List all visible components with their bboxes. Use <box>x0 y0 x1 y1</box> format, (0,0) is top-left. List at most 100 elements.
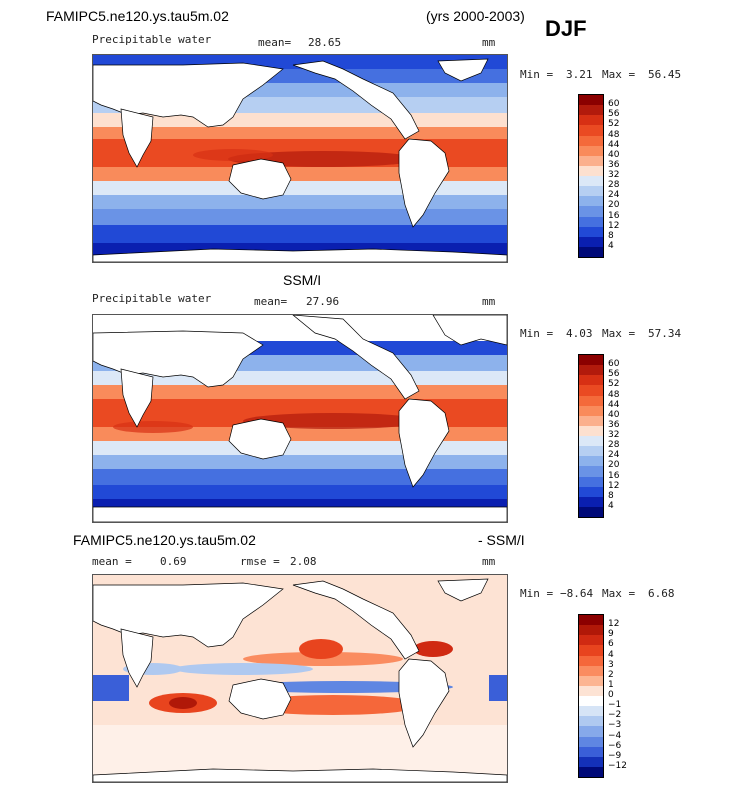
panel3-colorbar-tick: 2 <box>608 669 614 680</box>
panel2-colorbar-tick: 8 <box>608 490 614 501</box>
panel3-units: mm <box>482 555 496 568</box>
panel3-colorbar-swatch <box>579 675 603 686</box>
panel1-colorbar-tick: 24 <box>608 190 620 201</box>
diff-obs-title: - SSM/I <box>478 532 525 548</box>
panel3-colorbar-tick: −6 <box>608 740 622 751</box>
panel2-colorbar-tick: 60 <box>608 359 620 370</box>
panel2-colorbar-tick: 4 <box>608 500 614 511</box>
panel1-colorbar-tick: 48 <box>608 129 620 140</box>
panel3-colorbar-tick: −12 <box>608 760 627 771</box>
panel3-colorbar-swatch <box>579 696 603 707</box>
panel1-variable: Precipitable water <box>92 33 212 46</box>
panel2-colorbar-swatch <box>579 506 603 517</box>
panel1-colorbar-swatch <box>579 155 603 166</box>
panel1-colorbar-tick: 8 <box>608 230 614 241</box>
panel3-colorbar-swatch <box>579 716 603 727</box>
panel2-colorbar-swatch <box>579 355 603 366</box>
panel3-colorbar-swatch <box>579 635 603 646</box>
panel2-colorbar-swatch <box>579 365 603 376</box>
panel1-colorbar-swatch <box>579 115 603 126</box>
panel2-colorbar-swatch <box>579 385 603 396</box>
panel3-colorbar-swatch <box>579 665 603 676</box>
panel3-colorbar-swatch <box>579 655 603 666</box>
panel1-colorbar-tick: 52 <box>608 119 620 130</box>
panel3-colorbar-swatch <box>579 736 603 747</box>
panel3-min-value: −8.64 <box>560 587 594 600</box>
panel2-colorbar-tick: 12 <box>608 480 620 491</box>
panel3-colorbar-tick: 4 <box>608 649 614 660</box>
panel2-colorbar-tick: 28 <box>608 440 620 451</box>
panel2-max-value: 57.34 <box>648 327 682 340</box>
panel3-colorbar-swatch <box>579 645 603 656</box>
panel3-mean-label: mean = <box>92 555 132 568</box>
panel1-map <box>92 54 508 263</box>
panel2-colorbar-tick: 32 <box>608 430 620 440</box>
panel2-map <box>92 314 508 523</box>
panel2-mean-label: mean= <box>254 295 288 308</box>
panel2-colorbar-tick: 48 <box>608 389 620 400</box>
panel2-colorbar-tick: 44 <box>608 399 620 410</box>
panel1-colorbar-tick: 4 <box>608 240 614 251</box>
panel1-colorbar-tick: 60 <box>608 99 620 110</box>
panel3-colorbar <box>578 614 604 778</box>
panel2-colorbar-swatch <box>579 496 603 507</box>
panel3-max-value: 6.68 <box>648 587 675 600</box>
panel3-min-label: Min = <box>520 587 554 600</box>
panel1-colorbar-swatch <box>579 135 603 146</box>
panel2-colorbar-swatch <box>579 486 603 497</box>
panel2-colorbar-tick: 20 <box>608 460 620 471</box>
panel1-colorbar-tick: 56 <box>608 109 620 120</box>
panel1-colorbar-swatch <box>579 176 603 187</box>
panel1-min-value: 3.21 <box>566 68 593 81</box>
panel1-mean-label: mean= <box>258 36 292 49</box>
panel3-colorbar-swatch <box>579 706 603 717</box>
panel1-mean-value: 28.65 <box>308 36 342 49</box>
panel3-colorbar-tick: −9 <box>608 750 622 761</box>
diff-model-title: FAMIPC5.ne120.ys.tau5m.02 <box>73 532 256 548</box>
panel3-max-label: Max = <box>602 587 636 600</box>
panel1-colorbar-swatch <box>579 186 603 197</box>
panel3-colorbar-tick: 6 <box>608 639 614 650</box>
panel2-colorbar-swatch <box>579 415 603 426</box>
panel1-min-label: Min = <box>520 68 554 81</box>
panel2-min-value: 4.03 <box>566 327 593 340</box>
panel3-colorbar-tick: 3 <box>608 659 614 670</box>
panel2-colorbar-swatch <box>579 456 603 467</box>
panel2-min-label: Min = <box>520 327 554 340</box>
panel1-colorbar-swatch <box>579 95 603 106</box>
panel1-colorbar-swatch <box>579 236 603 247</box>
panel3-colorbar-tick: −4 <box>608 730 622 741</box>
panel3-colorbar-tick: 1 <box>608 679 614 690</box>
panel3-colorbar-swatch <box>579 766 603 777</box>
panel2-colorbar-tick: 52 <box>608 379 620 390</box>
panel3-mean-value: 0.69 <box>160 555 187 568</box>
panel2-units: mm <box>482 295 496 308</box>
panel2-variable: Precipitable water <box>92 292 212 305</box>
panel1-colorbar-swatch <box>579 196 603 207</box>
panel3-rmse-value: 2.08 <box>290 555 317 568</box>
panel3-colorbar-tick: 12 <box>608 619 620 630</box>
panel3-rmse-label: rmse = <box>240 555 280 568</box>
season-label: DJF <box>545 16 587 41</box>
panel1-colorbar-swatch <box>579 105 603 116</box>
panel2-colorbar-swatch <box>579 446 603 457</box>
panel1-colorbar-swatch <box>579 165 603 176</box>
obs-title: SSM/I <box>283 272 322 288</box>
panel3-colorbar-swatch <box>579 685 603 696</box>
panel1-colorbar-swatch <box>579 226 603 237</box>
panel3-colorbar-tick: 9 <box>608 629 614 640</box>
panel1-colorbar-tick: 40 <box>608 149 620 160</box>
panel3-colorbar-swatch <box>579 625 603 636</box>
panel1-max-value: 56.45 <box>648 68 682 81</box>
panel2-max-label: Max = <box>602 327 636 340</box>
panel1-colorbar-tick: 36 <box>608 159 620 170</box>
panel2-colorbar-tick: 24 <box>608 450 620 461</box>
panel1-colorbar-tick: 32 <box>608 170 620 180</box>
panel2-colorbar-tick: 16 <box>608 470 620 481</box>
panel1-colorbar-swatch <box>579 125 603 136</box>
panel1-colorbar-swatch <box>579 216 603 227</box>
panel1-colorbar-swatch <box>579 206 603 217</box>
panel1-colorbar-swatch <box>579 246 603 257</box>
panel2-colorbar-swatch <box>579 425 603 436</box>
panel2-colorbar-swatch <box>579 466 603 477</box>
